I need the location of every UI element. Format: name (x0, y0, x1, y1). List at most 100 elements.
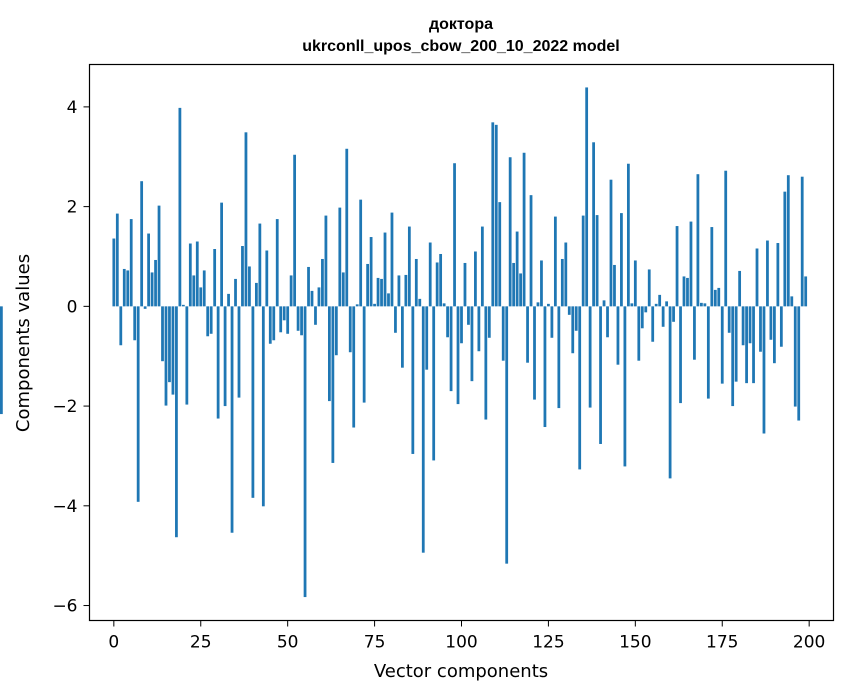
bar (720, 306, 724, 384)
bar (658, 294, 662, 307)
bar (526, 306, 529, 363)
bar (112, 238, 116, 307)
bar (254, 282, 258, 307)
bar (474, 251, 477, 307)
bar (769, 306, 773, 340)
bar (237, 306, 241, 398)
bar (157, 205, 161, 307)
bar (362, 306, 366, 403)
bar (467, 306, 470, 325)
bar (741, 306, 745, 346)
bar (293, 154, 297, 307)
bar (491, 122, 495, 307)
bar (241, 246, 244, 307)
bar (227, 293, 230, 307)
bar (432, 306, 436, 461)
bar (686, 277, 689, 307)
x-axis-label: Vector components (374, 661, 548, 682)
bar (181, 304, 185, 307)
bar (755, 248, 759, 307)
bar (592, 142, 595, 307)
y-axis-label: Components values (13, 254, 34, 432)
bar (595, 215, 599, 307)
x-tick-label: 0 (108, 633, 119, 653)
bar (143, 306, 147, 309)
bar (442, 303, 446, 307)
bar (310, 290, 314, 307)
bar (175, 306, 178, 538)
bar (766, 240, 769, 307)
bar (599, 306, 602, 444)
bar (560, 258, 564, 307)
bar (230, 306, 234, 533)
y-tick-label: −6 (52, 597, 77, 617)
bar (234, 278, 237, 307)
bar (435, 262, 439, 307)
bar (647, 269, 651, 307)
bar (164, 306, 168, 406)
bar (602, 300, 606, 307)
bar (644, 306, 648, 313)
bar (133, 306, 137, 341)
bar (282, 306, 286, 321)
bar (487, 306, 491, 338)
bar (779, 306, 783, 347)
bar (220, 202, 223, 307)
chart-subtitle: ukrconll_upos_cbow_200_10_2022 model (302, 38, 619, 55)
bar (567, 306, 571, 315)
bar (752, 306, 755, 384)
bar (762, 306, 766, 434)
bar (115, 213, 119, 307)
bar (314, 306, 317, 325)
bar (453, 163, 456, 307)
bar (633, 260, 637, 307)
bar (261, 306, 265, 507)
bar (786, 175, 790, 307)
bar (425, 306, 429, 370)
bar (790, 296, 794, 307)
bar (359, 199, 363, 307)
x-tick-label: 150 (619, 633, 651, 653)
bar (265, 250, 269, 307)
bar (258, 223, 262, 307)
bar (154, 259, 157, 307)
bar (463, 262, 467, 307)
bar (800, 176, 804, 307)
bar (793, 306, 797, 407)
bar (373, 303, 376, 307)
bar (734, 306, 738, 382)
plot-frame (88, 63, 835, 622)
bar (192, 275, 196, 307)
bar (394, 306, 397, 333)
bar (338, 207, 342, 307)
bar (216, 306, 220, 419)
bar (661, 306, 665, 327)
bar (543, 306, 547, 428)
bar (547, 303, 550, 307)
bar (456, 306, 460, 405)
bar (300, 306, 303, 336)
bar (480, 226, 484, 307)
bar (630, 303, 634, 307)
bar (376, 277, 380, 307)
bar (522, 152, 526, 307)
bar (797, 306, 801, 421)
bar (536, 302, 540, 307)
bar (626, 163, 630, 307)
bar (366, 263, 370, 307)
bar (682, 276, 686, 307)
bar (428, 242, 432, 307)
y-tick-label: 2 (67, 198, 78, 218)
bar (540, 260, 543, 307)
bar (185, 306, 189, 405)
bar (223, 306, 227, 407)
bar (122, 268, 126, 307)
bar (700, 302, 703, 307)
bar (407, 226, 411, 307)
bar (460, 306, 463, 344)
bar (557, 306, 561, 409)
bar (345, 148, 349, 307)
bar (331, 306, 335, 463)
bar (268, 306, 272, 344)
